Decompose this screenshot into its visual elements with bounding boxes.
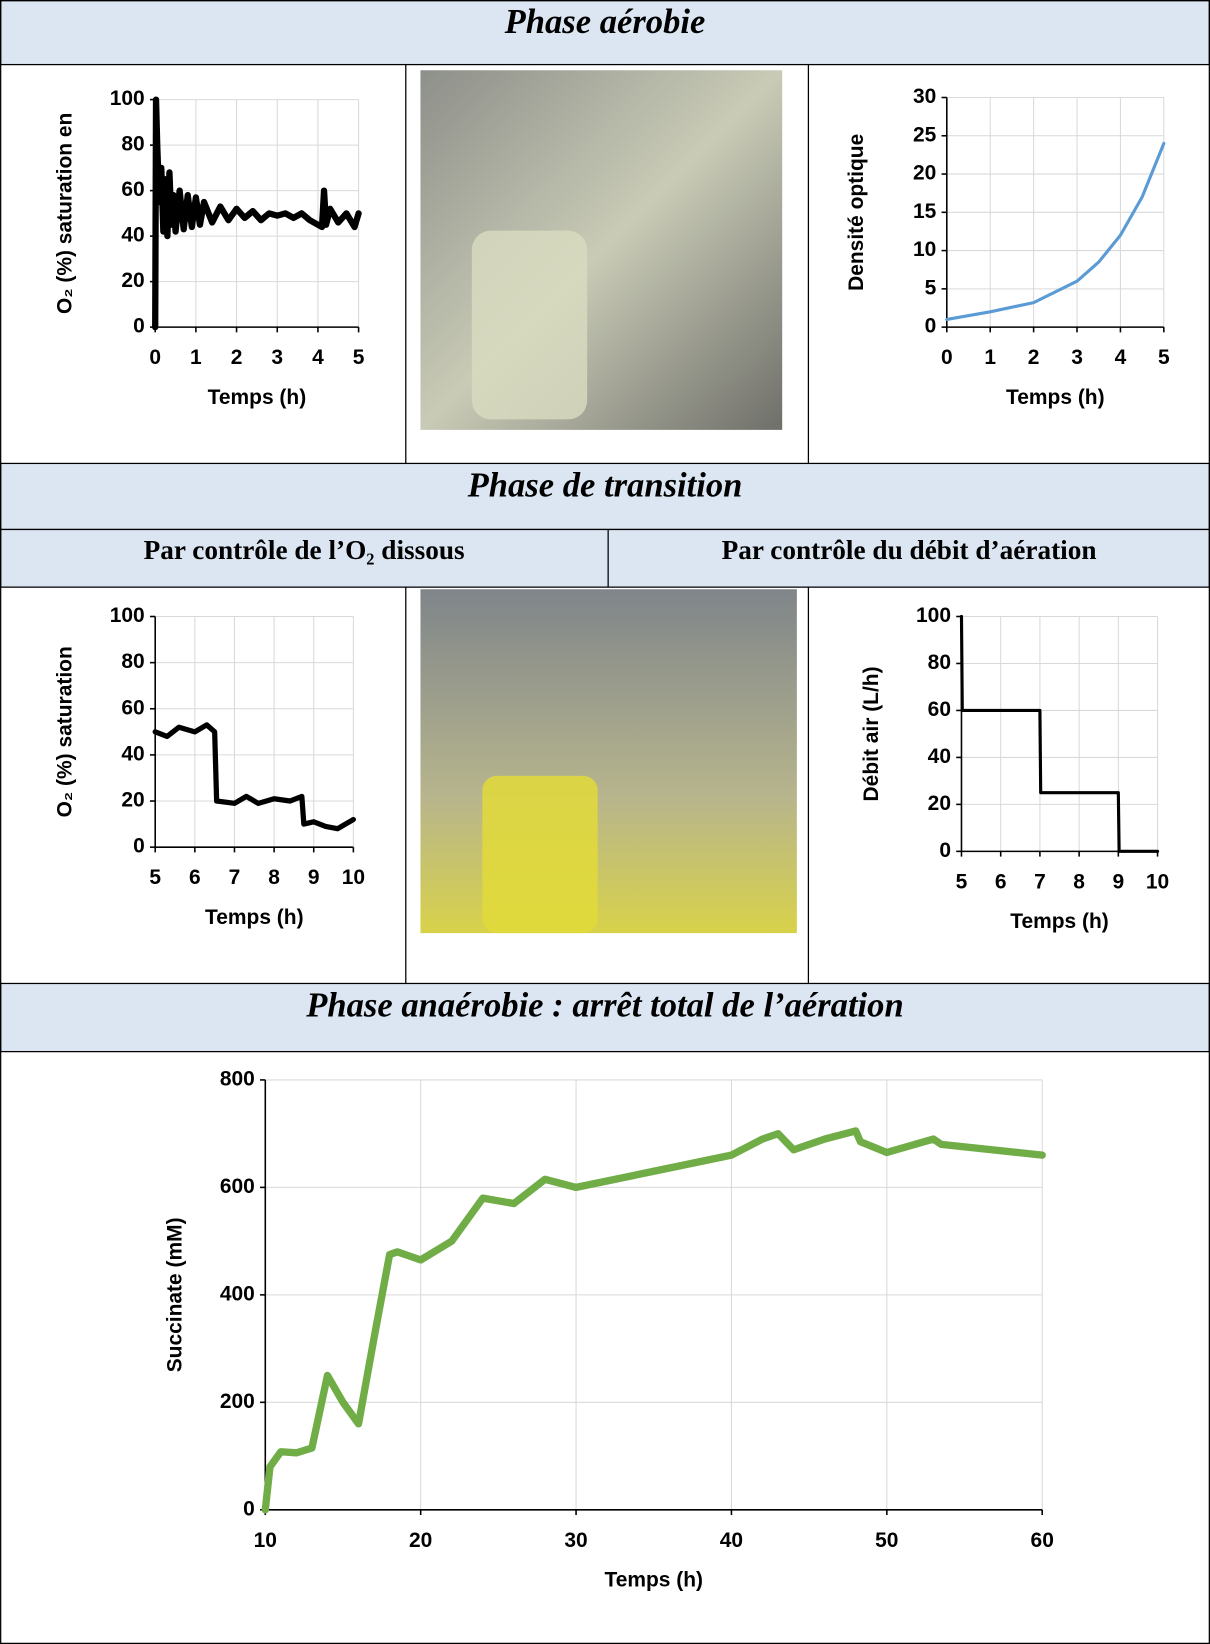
y-tick-label: 0 bbox=[939, 839, 951, 862]
x-tick-label: 5 bbox=[149, 866, 161, 889]
y-tick-label: 10 bbox=[913, 238, 936, 261]
y-axis-label: O₂ (%) saturation en bbox=[54, 113, 77, 314]
y-tick-label: 20 bbox=[928, 792, 951, 815]
section-title: Phase anaérobie : arrêt total de l’aérat… bbox=[305, 987, 903, 1025]
x-tick-label: 5 bbox=[353, 346, 365, 369]
y-tick-label: 5 bbox=[925, 276, 937, 299]
x-tick-label: 0 bbox=[149, 346, 161, 369]
subheader: Par contrôle de l’O₂ dissous bbox=[144, 535, 465, 565]
x-tick-label: 3 bbox=[271, 346, 283, 369]
header-bg bbox=[0, 982, 1210, 1053]
header-bg bbox=[0, 0, 1210, 66]
x-tick-label: 5 bbox=[956, 870, 968, 893]
x-tick-label: 10 bbox=[1146, 870, 1169, 893]
y-tick-label: 0 bbox=[133, 315, 145, 338]
data-line bbox=[959, 614, 1160, 853]
photo-detail bbox=[482, 775, 598, 934]
x-tick-label: 50 bbox=[875, 1529, 898, 1552]
data-line bbox=[945, 141, 1166, 322]
y-tick-label: 100 bbox=[916, 604, 951, 627]
x-tick-label: 2 bbox=[231, 346, 243, 369]
x-tick-label: 6 bbox=[995, 870, 1007, 893]
y-tick-label: 60 bbox=[121, 696, 144, 719]
x-tick-label: 10 bbox=[254, 1529, 277, 1552]
y-tick-label: 40 bbox=[928, 745, 951, 768]
x-tick-label: 10 bbox=[342, 866, 365, 889]
y-tick-label: 80 bbox=[121, 133, 144, 156]
x-tick-label: 20 bbox=[409, 1529, 432, 1552]
y-tick-label: 25 bbox=[913, 123, 937, 146]
y-tick-label: 20 bbox=[121, 269, 144, 292]
data-line bbox=[152, 722, 356, 832]
y-axis-label: Débit air (L/h) bbox=[860, 666, 883, 801]
data-line bbox=[152, 96, 362, 331]
y-tick-label: 60 bbox=[121, 178, 144, 201]
section-title: Phase aérobie bbox=[504, 3, 706, 41]
y-tick-label: 400 bbox=[220, 1282, 255, 1305]
y-tick-label: 0 bbox=[133, 835, 145, 858]
x-tick-label: 1 bbox=[190, 346, 202, 369]
y-axis-label: Densité optique bbox=[845, 134, 868, 291]
y-tick-label: 40 bbox=[121, 224, 144, 247]
y-axis-label: Succinate (mM) bbox=[164, 1217, 187, 1372]
y-tick-label: 0 bbox=[243, 1497, 255, 1520]
x-tick-label: 30 bbox=[564, 1529, 587, 1552]
x-tick-label: 3 bbox=[1071, 346, 1083, 369]
x-tick-label: 1 bbox=[984, 346, 996, 369]
x-tick-label: 2 bbox=[1028, 346, 1040, 369]
y-tick-label: 600 bbox=[220, 1175, 255, 1198]
subheader: Par contrôle du débit d’aération bbox=[722, 535, 1097, 565]
x-tick-label: 5 bbox=[1158, 346, 1170, 369]
x-tick-label: 8 bbox=[268, 866, 280, 889]
x-tick-label: 40 bbox=[720, 1529, 743, 1552]
y-tick-label: 30 bbox=[913, 85, 936, 108]
y-tick-label: 200 bbox=[220, 1390, 255, 1413]
y-tick-label: 100 bbox=[110, 87, 145, 110]
y-tick-label: 40 bbox=[121, 742, 144, 765]
x-tick-label: 7 bbox=[1034, 870, 1046, 893]
y-tick-label: 20 bbox=[121, 789, 144, 812]
x-axis-label: Temps (h) bbox=[208, 386, 307, 409]
y-tick-label: 800 bbox=[220, 1067, 255, 1090]
x-tick-label: 7 bbox=[229, 866, 241, 889]
x-tick-label: 6 bbox=[189, 866, 201, 889]
y-tick-label: 80 bbox=[121, 650, 144, 673]
y-tick-label: 15 bbox=[913, 200, 937, 223]
x-tick-label: 60 bbox=[1031, 1529, 1054, 1552]
x-tick-label: 9 bbox=[308, 866, 320, 889]
x-tick-label: 0 bbox=[941, 346, 953, 369]
y-axis-label: O₂ (%) saturation bbox=[54, 646, 77, 817]
x-axis-label: Temps (h) bbox=[1010, 910, 1109, 933]
header-bg bbox=[0, 462, 1210, 531]
x-tick-label: 8 bbox=[1073, 870, 1085, 893]
y-tick-label: 0 bbox=[925, 315, 937, 338]
x-tick-label: 4 bbox=[1115, 346, 1127, 369]
header-bg bbox=[0, 528, 1210, 588]
x-axis-label: Temps (h) bbox=[1006, 386, 1105, 409]
photo-detail bbox=[471, 230, 588, 420]
y-tick-label: 80 bbox=[928, 651, 951, 674]
section-title: Phase de transition bbox=[467, 467, 743, 505]
y-tick-label: 20 bbox=[913, 162, 936, 185]
x-tick-label: 9 bbox=[1113, 870, 1125, 893]
photo-bioreactor bbox=[420, 589, 797, 934]
x-axis-label: Temps (h) bbox=[604, 1569, 703, 1592]
x-tick-label: 4 bbox=[312, 346, 324, 369]
y-tick-label: 60 bbox=[928, 698, 951, 721]
x-axis-label: Temps (h) bbox=[205, 906, 304, 929]
y-tick-label: 100 bbox=[110, 604, 145, 627]
data-line bbox=[261, 1127, 1046, 1514]
